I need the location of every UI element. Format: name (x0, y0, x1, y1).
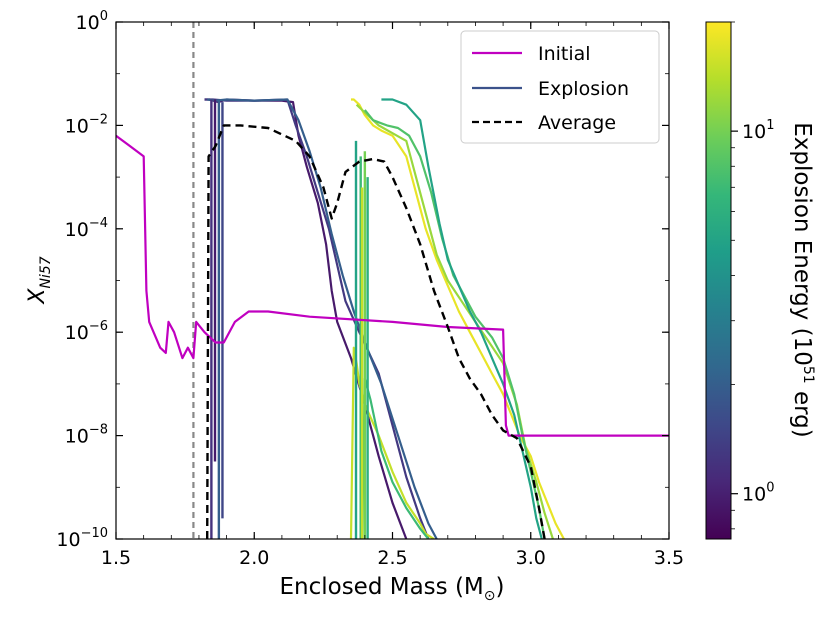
x-tick-label: 3.0 (516, 547, 546, 569)
average-line (206, 124, 546, 539)
x-tick-label: 2.0 (239, 547, 269, 569)
x-tick-label: 2.5 (377, 547, 407, 569)
explosion-model-line (381, 98, 543, 539)
initial-line (116, 134, 669, 437)
y-tick-label: 10−6 (65, 319, 108, 344)
colorbar-tick-label: 101 (742, 118, 774, 143)
x-tick-label: 3.5 (654, 547, 684, 569)
legend-label-initial: Initial (538, 43, 591, 65)
y-tick-label: 10−10 (56, 526, 108, 551)
legend-frame (460, 30, 660, 144)
x-axis-label: Enclosed Mass (M⊙) (279, 574, 504, 604)
y-axis-label: XNi57 (25, 256, 54, 304)
explosion-model-line (363, 109, 546, 539)
legend: Initial Explosion Average (460, 30, 660, 144)
x-tick-label: 1.5 (101, 547, 131, 569)
explosion-model-line (351, 98, 565, 539)
colorbar-label: Explosion Energy (1051 erg) (789, 122, 816, 438)
colorbar-gradient (705, 21, 732, 540)
legend-label-average: Average (538, 112, 616, 134)
explosion-model-line (204, 98, 408, 539)
legend-label-explosion: Explosion (538, 78, 629, 100)
y-tick-label: 10−4 (65, 216, 108, 241)
y-tick-label: 10−2 (65, 112, 108, 137)
colorbar-tick-label: 100 (742, 481, 774, 506)
y-tick-label: 10−8 (65, 423, 108, 448)
explosion-model-line (207, 98, 438, 539)
y-tick-label: 100 (76, 9, 108, 34)
colorbar: 100 101 Explosion Energy (1051 erg) (705, 21, 816, 540)
